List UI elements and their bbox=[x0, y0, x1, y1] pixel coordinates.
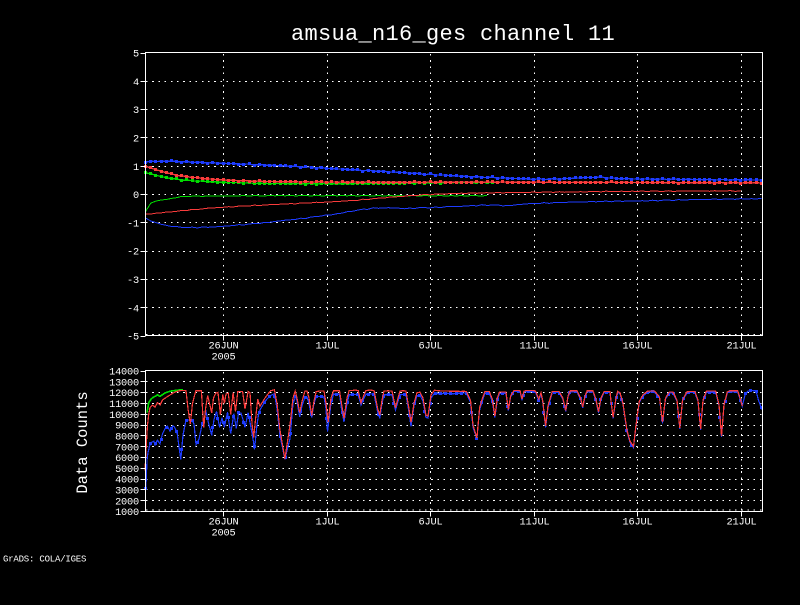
svg-text:0: 0 bbox=[133, 190, 139, 202]
svg-text:-4: -4 bbox=[127, 303, 139, 315]
svg-text:13000: 13000 bbox=[109, 377, 139, 389]
svg-text:5000: 5000 bbox=[115, 464, 139, 476]
svg-text:16JUL: 16JUL bbox=[623, 517, 653, 529]
svg-text:-3: -3 bbox=[127, 275, 139, 287]
svg-text:-2: -2 bbox=[127, 247, 139, 259]
svg-text:2005: 2005 bbox=[212, 352, 236, 364]
svg-text:4000: 4000 bbox=[115, 475, 139, 487]
svg-text:14000: 14000 bbox=[109, 367, 139, 379]
svg-text:16JUL: 16JUL bbox=[623, 341, 653, 353]
svg-text:11JUL: 11JUL bbox=[520, 341, 550, 353]
svg-text:8000: 8000 bbox=[115, 431, 139, 443]
svg-text:1000: 1000 bbox=[115, 507, 139, 519]
svg-text:21JUL: 21JUL bbox=[727, 341, 757, 353]
svg-text:11000: 11000 bbox=[109, 399, 139, 411]
svg-text:amsua_n16_ges channel 11: amsua_n16_ges channel 11 bbox=[291, 22, 615, 47]
svg-text:6JUL: 6JUL bbox=[419, 517, 443, 529]
svg-text:6JUL: 6JUL bbox=[419, 341, 443, 353]
svg-text:3: 3 bbox=[133, 105, 139, 117]
svg-text:26JUN: 26JUN bbox=[209, 341, 239, 353]
svg-text:11JUL: 11JUL bbox=[520, 517, 550, 529]
svg-text:-5: -5 bbox=[127, 332, 139, 344]
svg-text:1: 1 bbox=[133, 162, 139, 174]
svg-text:21JUL: 21JUL bbox=[727, 517, 757, 529]
svg-text:2000: 2000 bbox=[115, 496, 139, 508]
svg-text:12000: 12000 bbox=[109, 388, 139, 400]
svg-text:2005: 2005 bbox=[212, 528, 236, 540]
svg-text:2: 2 bbox=[133, 134, 139, 146]
svg-text:26JUN: 26JUN bbox=[209, 517, 239, 529]
svg-text:9000: 9000 bbox=[115, 421, 139, 433]
svg-text:1JUL: 1JUL bbox=[316, 517, 340, 529]
svg-text:7000: 7000 bbox=[115, 442, 139, 454]
svg-text:Data Counts: Data Counts bbox=[74, 391, 92, 493]
svg-text:-1: -1 bbox=[127, 218, 139, 230]
svg-text:4: 4 bbox=[133, 77, 139, 89]
svg-text:6000: 6000 bbox=[115, 453, 139, 465]
svg-text:3000: 3000 bbox=[115, 486, 139, 498]
svg-text:1JUL: 1JUL bbox=[316, 341, 340, 353]
svg-text:5: 5 bbox=[133, 49, 139, 61]
svg-text:GrADS: COLA/IGES: GrADS: COLA/IGES bbox=[3, 555, 86, 565]
svg-text:10000: 10000 bbox=[109, 410, 139, 422]
